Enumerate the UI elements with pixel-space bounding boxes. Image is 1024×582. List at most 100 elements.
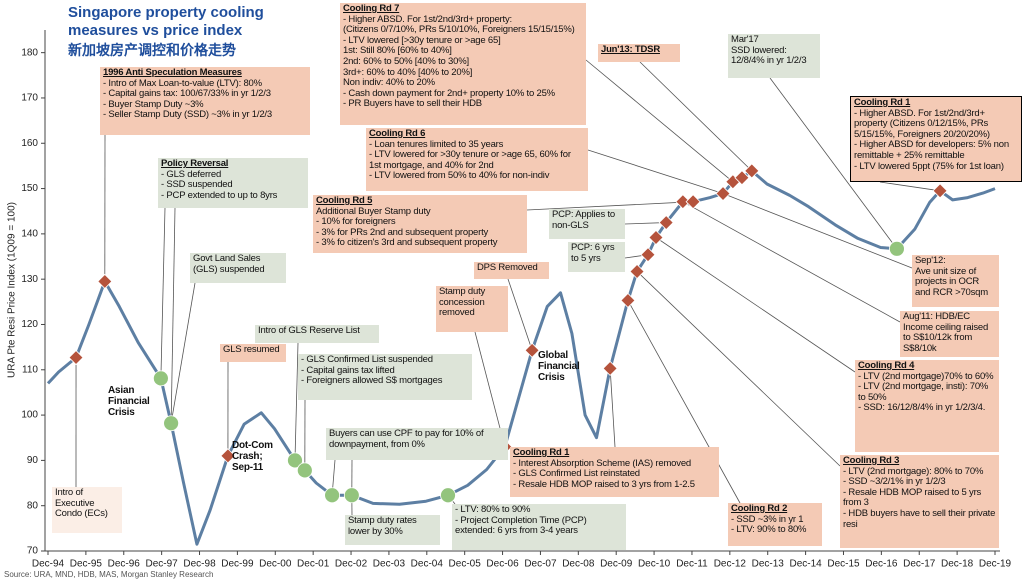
tightening-marker xyxy=(685,194,701,210)
easing-marker xyxy=(287,452,303,469)
annotation-line: - Resale HDB MOP raised to 5 yrs from 3 xyxy=(843,486,982,509)
annotation-line: - Higher ABSD. For 1st/2nd/3rd+ property… xyxy=(854,107,990,140)
annotation-line: Intro of GLS Reserve List xyxy=(258,325,360,336)
annotation-line: - GLS deferred xyxy=(161,168,222,180)
annotation: Cooling Rd 6- Loan tenures limited to 35… xyxy=(366,128,588,191)
annotation: Govt Land Sales (GLS) suspended xyxy=(190,253,286,283)
annotation-line: Buyers can use CPF to pay for 10% of dow… xyxy=(329,428,484,450)
annotation: Asian Financial Crisis xyxy=(108,385,163,418)
y-tick-label: 170 xyxy=(21,93,38,104)
easing-marker xyxy=(440,487,456,504)
x-tick-label: Dec-03 xyxy=(373,559,406,570)
x-tick-label: Dec-13 xyxy=(752,559,785,570)
annotation-line: PCP: 6 yrs to 5 yrs xyxy=(571,242,615,264)
annotation-line: - Cash down payment for 2nd+ property 10… xyxy=(343,87,555,99)
annotation: Dot-Com Crash; Sep-11 xyxy=(232,440,284,473)
annotation-title: Cooling Rd 1 xyxy=(513,447,570,458)
y-tick-label: 70 xyxy=(27,546,39,557)
tightening-marker xyxy=(620,292,636,309)
annotation-title: Cooling Rd 6 xyxy=(369,128,426,139)
x-tick-label: Dec-94 xyxy=(32,559,65,570)
connector xyxy=(170,282,196,424)
annotation-line: PCP: Applies to non-GLS xyxy=(552,209,616,231)
tightening-marker xyxy=(734,170,750,186)
annotation-line: - Capital gains tax: 100/67/33% in yr 1/… xyxy=(103,88,271,100)
annotation-line: - Intro of Max Loan-to-value (LTV): 80% xyxy=(103,77,262,89)
annotation: - LTV: 80% to 90% - Project Completion Ti… xyxy=(452,504,626,550)
x-tick-label: Dec-18 xyxy=(941,559,974,570)
x-tick-label: Dec-12 xyxy=(714,559,747,570)
annotation: Mar'17 SSD lowered: 12/8/4% in yr 1/2/3 xyxy=(728,34,820,78)
annotation-line: SSD lowered: 12/8/4% in yr 1/2/3 xyxy=(731,44,807,67)
annotation-line: Non indiv: 40% to 20% xyxy=(343,77,435,89)
annotation-line: 2nd: 60% to 50% [40% to 30%] xyxy=(343,55,469,67)
annotation-line: - Project Completion Time (PCP) extended… xyxy=(455,514,587,537)
annotation-line: 1st: Still 80% [60% to 40%] xyxy=(343,45,452,57)
tightening-marker xyxy=(744,163,760,179)
annotation-title: Jun'13: TDSR xyxy=(601,44,660,55)
annotation-line: - Foreigners allowed S$ mortgages xyxy=(301,375,443,387)
x-tick-label: Dec-04 xyxy=(411,559,444,570)
connector xyxy=(587,149,724,194)
y-tick-label: 80 xyxy=(27,500,39,511)
easing-marker xyxy=(888,240,905,257)
annotation-line: - 3% for PRs 2nd and subsequent property xyxy=(316,226,489,238)
x-tick-label: Dec-01 xyxy=(297,559,330,570)
x-tick-label: Dec-95 xyxy=(70,559,103,570)
y-axis-label: URA Pte Resi Price Index (1Q09 = 100) xyxy=(7,202,18,378)
tightening-marker xyxy=(97,273,113,290)
annotation: Stamp duty rates lower by 30% xyxy=(345,515,440,545)
easing-marker xyxy=(324,487,341,504)
annotation-title: Cooling Rd 3 xyxy=(843,455,900,466)
annotation-line: Intro of Executive Condo (ECs) xyxy=(55,487,108,520)
annotation: Cooling Rd 1- Higher ABSD. For 1st/2nd/3… xyxy=(850,96,1022,182)
annotation-line: Stamp duty concession removed xyxy=(439,286,486,319)
annotation: GLS resumed xyxy=(220,344,286,362)
x-tick-label: Dec-14 xyxy=(789,559,822,570)
annotation-line: - Loan tenures limited to 35 years xyxy=(369,138,504,150)
x-tick-label: Dec-08 xyxy=(562,559,595,570)
x-tick-label: Dec-99 xyxy=(221,559,254,570)
annotation: Stamp duty concession removed xyxy=(436,286,508,332)
x-tick-label: Dec-96 xyxy=(108,559,141,570)
connector xyxy=(160,207,166,379)
y-tick-label: 100 xyxy=(21,410,38,421)
annotation-title: Cooling Rd 5 xyxy=(316,195,373,206)
annotation: Sep'12: Ave unit size of projects in OCR … xyxy=(912,255,999,307)
annotation: PCP: 6 yrs to 5 yrs xyxy=(568,242,625,272)
easing-marker xyxy=(296,462,313,479)
annotation-line: - Interest Absorption Scheme (IAS) remov… xyxy=(513,457,691,469)
annotation-line: Global Financial Crisis xyxy=(538,350,580,383)
annotation-line: Aug'11: HDB/EC xyxy=(903,311,970,322)
x-tick-label: Dec-11 xyxy=(676,559,708,570)
annotation: Intro of GLS Reserve List xyxy=(255,325,379,343)
annotation-line: (Citizens 0/7/10%, PRs 5/10/10%, Foreign… xyxy=(343,24,575,36)
annotation-line: - LTV (2nd mortgage)70% to 60% xyxy=(858,370,994,382)
annotation: Aug'11: HDB/EC Income ceiling raised to S… xyxy=(900,311,999,357)
y-tick-label: 160 xyxy=(21,138,38,149)
connector xyxy=(639,61,753,172)
annotation-line: - SSD: 16/12/8/4% in yr 1/2/3/4. xyxy=(858,402,986,414)
annotation-line: - LTV (2nd mortgage, insti): 70% to 50% xyxy=(858,381,989,403)
source-note: Source: URA, MND, HDB, MAS, Morgan Stanl… xyxy=(4,570,214,579)
easing-marker xyxy=(163,415,180,432)
annotation-title: Cooling Rd 2 xyxy=(731,503,788,514)
connector xyxy=(507,278,533,351)
annotation-line: - PR Buyers have to sell their HDB xyxy=(343,98,482,110)
annotation-line: - Resale HDB MOP raised to 3 yrs from 1-… xyxy=(513,478,695,490)
tightening-marker xyxy=(675,194,691,210)
annotation-title: Policy Reversal xyxy=(161,158,229,169)
x-tick-label: Dec-07 xyxy=(524,559,557,570)
connector xyxy=(627,300,741,504)
connector xyxy=(682,201,901,323)
connectors xyxy=(75,59,941,516)
annotation-line: Income ceiling raised to S$10/12k from S… xyxy=(903,321,989,354)
annotation-line: Asian Financial Crisis xyxy=(108,385,150,418)
easing-marker xyxy=(152,370,169,387)
tightening-marker xyxy=(715,185,731,202)
x-tick-label: Dec-02 xyxy=(335,559,368,570)
annotation-line: - LTV lowered [>30y tenure or >age 65] xyxy=(343,34,501,46)
y-tick-label: 120 xyxy=(21,319,38,330)
annotation: Cooling Rd 7- Higher ABSD. For 1st/2nd/3… xyxy=(340,3,586,125)
annotation-line: - LTV lowered from 50% to 40% for non-in… xyxy=(369,170,550,182)
